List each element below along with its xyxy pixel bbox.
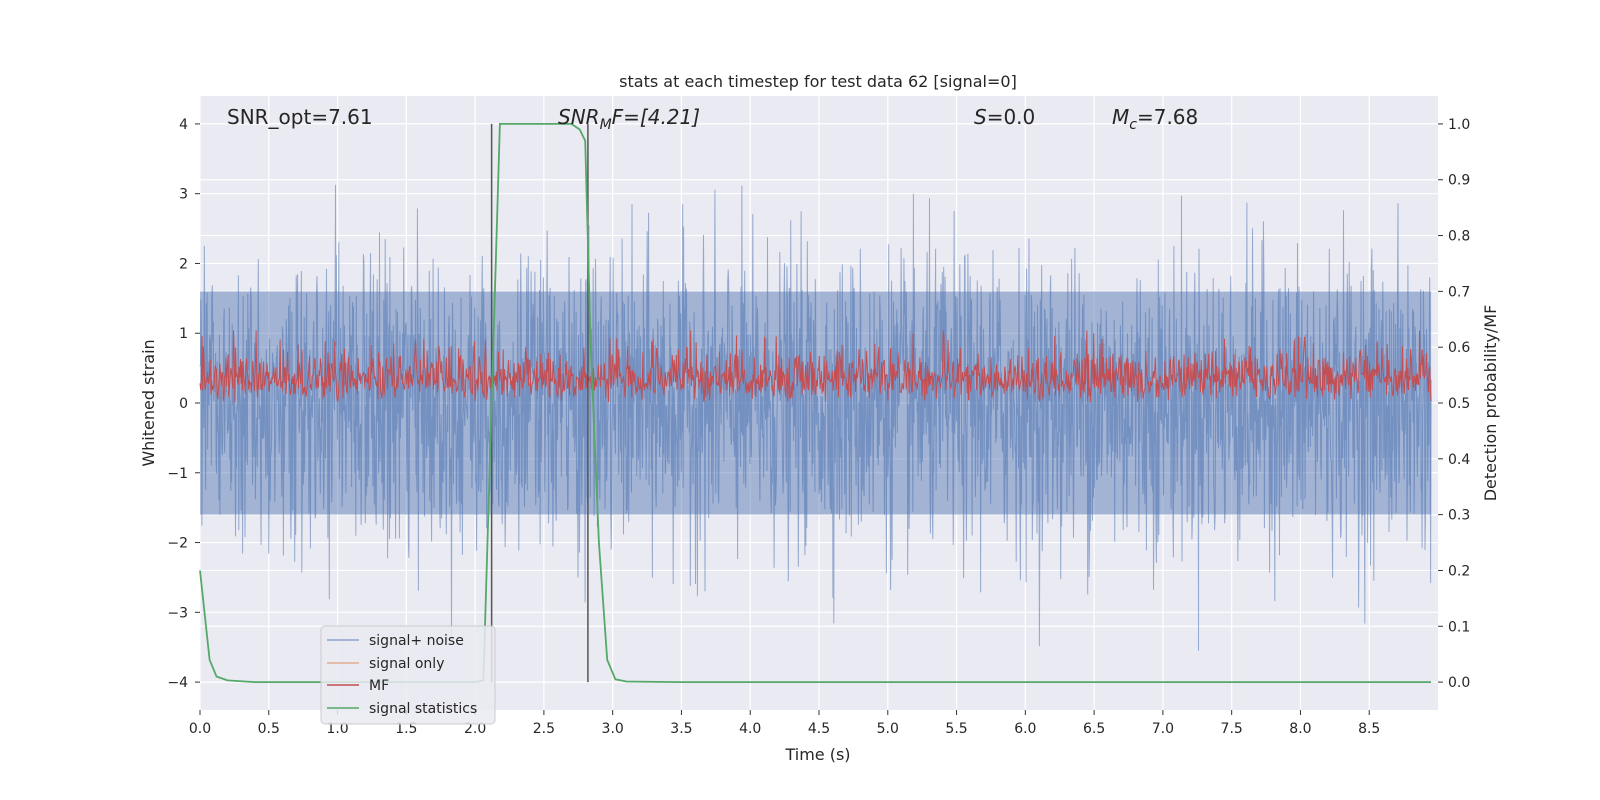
x-tick-label: 7.0 [1152, 721, 1174, 737]
x-tick-label: 4.0 [739, 721, 761, 737]
x-tick-label: 3.5 [670, 721, 692, 737]
y-tick-label-right: 0.3 [1448, 508, 1470, 524]
x-tick-label: 2.0 [464, 721, 486, 737]
signal-noise-series [199, 184, 1432, 651]
y-tick-label-left: 4 [179, 117, 188, 133]
annotation-s: S=0.0 [974, 105, 1035, 129]
y-tick-label-right: 0.4 [1448, 452, 1470, 468]
legend-label-signal-noise: signal+ noise [369, 633, 464, 649]
x-tick-label: 0.0 [189, 721, 211, 737]
signal-statistics-series [199, 123, 1432, 683]
x-tick-label: 4.5 [808, 721, 830, 737]
y-tick-label-left: −4 [167, 675, 188, 691]
grid-lines [199, 96, 1438, 710]
x-tick-label: 1.5 [395, 721, 417, 737]
axis-ticks: 0.0 0.5 1.0 1.5 2.0 2.5 3.0 3.5 4.0 4.5 5.0 5.5 6.0 6… [167, 117, 1470, 737]
y-axis-label-left: Whitened strain [139, 339, 158, 466]
x-tick-label: 2.5 [533, 721, 555, 737]
x-tick-label: 6.0 [1014, 721, 1036, 737]
annotation-snr-opt: SNR_opt=7.61 [227, 105, 373, 129]
y-tick-label-left: 3 [179, 187, 188, 203]
y-tick-label-right: 0.8 [1448, 229, 1470, 245]
signal-statistics-line [199, 123, 1432, 683]
y-tick-label-right: 0.5 [1448, 396, 1470, 412]
annotation-snr-mf: SNRMF=[4.21] [558, 105, 700, 133]
x-tick-label: 5.5 [945, 721, 967, 737]
y-tick-label-left: −3 [167, 605, 188, 621]
y-tick-label-left: −2 [167, 536, 188, 552]
legend-label-signal-statistics: signal statistics [369, 701, 477, 717]
x-tick-label: 8.0 [1289, 721, 1311, 737]
legend-label-signal-only: signal only [369, 656, 444, 672]
x-tick-label: 8.5 [1358, 721, 1380, 737]
x-tick-label: 5.0 [877, 721, 899, 737]
mf-line [199, 330, 1432, 403]
y-tick-label-right: 0.7 [1448, 284, 1470, 300]
annotation-mc: Mc=7.68 [1112, 105, 1198, 133]
x-axis-label: Time (s) [784, 745, 850, 764]
legend-box [320, 625, 496, 725]
y-tick-label-left: 1 [179, 326, 188, 342]
y-axis-label-right: Detection probability/MF [1481, 305, 1500, 502]
y-tick-label-right: 0.0 [1448, 675, 1470, 691]
y-tick-label-right: 0.9 [1448, 173, 1470, 189]
x-tick-label: 3.0 [602, 721, 624, 737]
x-tick-label: 1.0 [326, 721, 348, 737]
x-tick-label: 7.5 [1221, 721, 1243, 737]
y-tick-label-left: 0 [179, 396, 188, 412]
y-tick-label-right: 1.0 [1448, 117, 1470, 133]
y-tick-label-right: 0.1 [1448, 619, 1470, 635]
chart-title: stats at each timestep for test data 62 … [619, 72, 1017, 91]
y-tick-label-right: 0.6 [1448, 340, 1470, 356]
mf-series [199, 330, 1432, 403]
legend-label-mf: MF [369, 678, 389, 694]
signal-noise-line [199, 184, 1432, 651]
y-tick-label-left: 2 [179, 256, 188, 272]
x-tick-label: 6.5 [1083, 721, 1105, 737]
x-tick-label: 0.5 [258, 721, 280, 737]
y-tick-label-left: −1 [167, 466, 188, 482]
legend: signal+ noise signal only MF signal stat… [320, 625, 496, 725]
y-tick-label-right: 0.2 [1448, 563, 1470, 579]
